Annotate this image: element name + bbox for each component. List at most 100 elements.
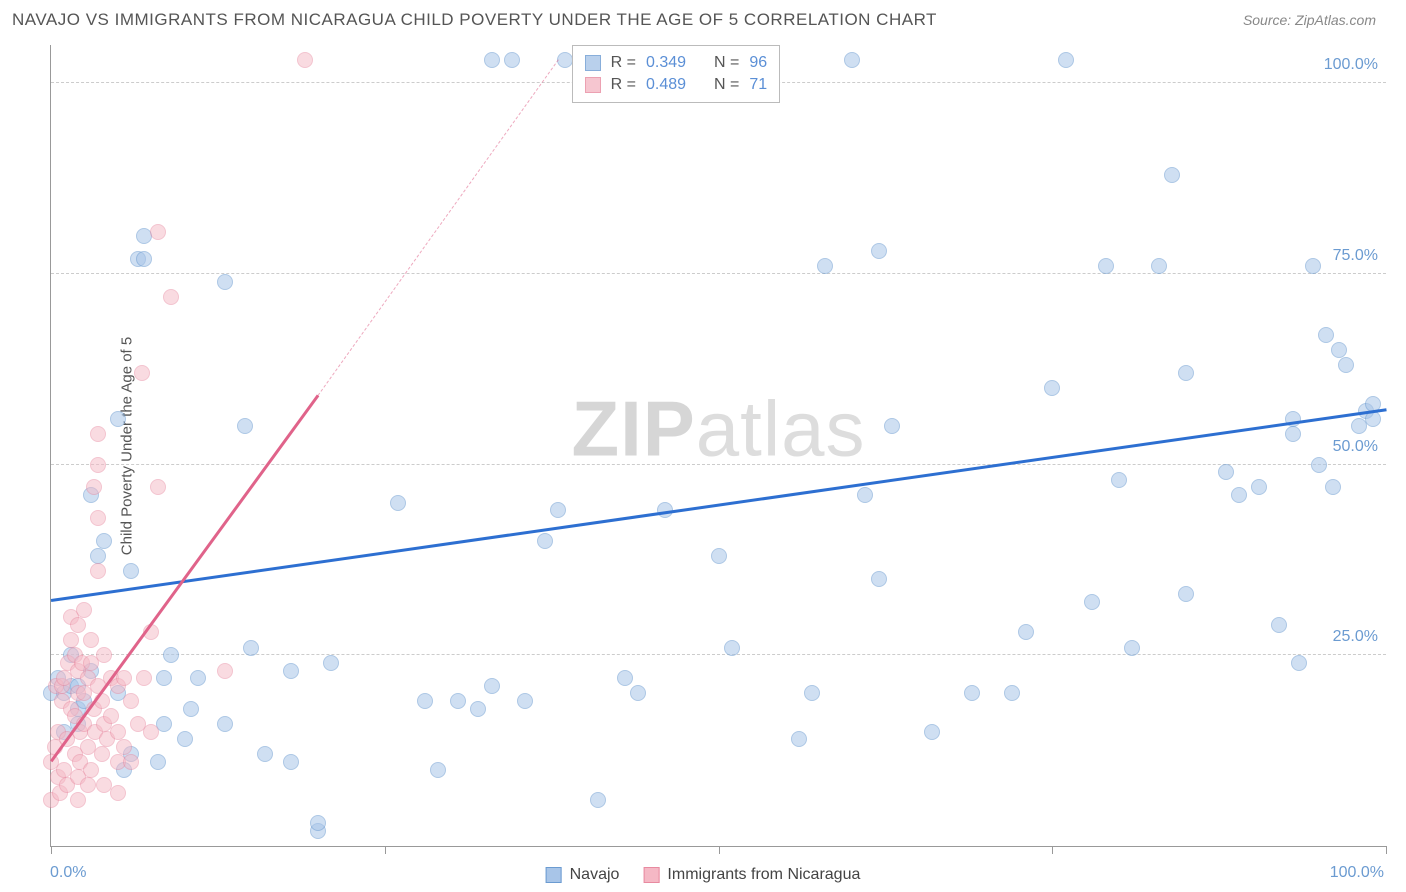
data-point — [90, 548, 106, 564]
data-point — [724, 640, 740, 656]
data-point — [123, 693, 139, 709]
data-point — [1004, 685, 1020, 701]
data-point — [70, 617, 86, 633]
data-point — [844, 52, 860, 68]
data-point — [1218, 464, 1234, 480]
data-point — [517, 693, 533, 709]
data-point — [1305, 258, 1321, 274]
legend-label-navajo: Navajo — [570, 866, 620, 884]
data-point — [1058, 52, 1074, 68]
watermark-light: atlas — [696, 385, 866, 473]
data-point — [177, 731, 193, 747]
data-point — [390, 495, 406, 511]
data-point — [964, 685, 980, 701]
stat-n-value: 96 — [749, 54, 767, 72]
data-point — [150, 479, 166, 495]
data-point — [123, 754, 139, 770]
stats-row: R =0.489N =71 — [585, 74, 768, 96]
data-point — [924, 724, 940, 740]
data-point — [70, 792, 86, 808]
data-point — [143, 724, 159, 740]
x-tick-label: 0.0% — [50, 864, 86, 882]
data-point — [83, 632, 99, 648]
data-point — [156, 670, 172, 686]
data-point — [557, 52, 573, 68]
data-point — [504, 52, 520, 68]
data-point — [617, 670, 633, 686]
data-point — [190, 670, 206, 686]
data-point — [871, 571, 887, 587]
stat-r-label: R = — [611, 76, 636, 94]
data-point — [1164, 167, 1180, 183]
data-point — [884, 418, 900, 434]
data-point — [1331, 342, 1347, 358]
source-prefix: Source: — [1243, 12, 1295, 28]
stat-r-value: 0.349 — [646, 54, 686, 72]
source-name: ZipAtlas.com — [1295, 12, 1376, 28]
y-tick-label: 50.0% — [1333, 438, 1378, 456]
data-point — [1044, 380, 1060, 396]
data-point — [90, 426, 106, 442]
data-point — [163, 289, 179, 305]
x-tick — [385, 846, 386, 854]
data-point — [1231, 487, 1247, 503]
data-point — [1325, 479, 1341, 495]
data-point — [1124, 640, 1140, 656]
data-point — [857, 487, 873, 503]
x-tick — [719, 846, 720, 854]
data-point — [537, 533, 553, 549]
data-point — [136, 670, 152, 686]
data-point — [450, 693, 466, 709]
data-point — [63, 632, 79, 648]
gridline — [51, 464, 1386, 465]
data-point — [1291, 655, 1307, 671]
data-point — [1018, 624, 1034, 640]
legend-bottom: Navajo Immigrants from Nicaragua — [546, 866, 861, 884]
stats-legend: R = 0.349 N = 96 R =0.489N =71 — [572, 45, 781, 103]
legend-item-navajo: Navajo — [546, 866, 620, 884]
data-point — [283, 663, 299, 679]
data-point — [550, 502, 566, 518]
data-point — [1251, 479, 1267, 495]
data-point — [283, 754, 299, 770]
y-tick-label: 25.0% — [1333, 628, 1378, 646]
watermark: ZIPatlas — [571, 384, 865, 475]
data-point — [243, 640, 259, 656]
data-point — [630, 685, 646, 701]
source-attribution: Source: ZipAtlas.com — [1243, 12, 1376, 28]
data-point — [1178, 365, 1194, 381]
data-point — [711, 548, 727, 564]
data-point — [1084, 594, 1100, 610]
data-point — [1338, 357, 1354, 373]
y-tick-label: 75.0% — [1333, 247, 1378, 265]
data-point — [417, 693, 433, 709]
data-point — [96, 533, 112, 549]
data-point — [94, 746, 110, 762]
data-point — [80, 777, 96, 793]
data-point — [484, 52, 500, 68]
data-point — [1151, 258, 1167, 274]
data-point — [1098, 258, 1114, 274]
legend-label-nicaragua: Immigrants from Nicaragua — [667, 866, 860, 884]
data-point — [1111, 472, 1127, 488]
legend-item-nicaragua: Immigrants from Nicaragua — [643, 866, 860, 884]
data-point — [110, 785, 126, 801]
data-point — [217, 274, 233, 290]
data-point — [76, 602, 92, 618]
stat-n-label: N = — [714, 54, 739, 72]
chart-title: NAVAJO VS IMMIGRANTS FROM NICARAGUA CHIL… — [12, 10, 937, 30]
data-point — [1318, 327, 1334, 343]
data-point — [116, 739, 132, 755]
data-point — [90, 457, 106, 473]
x-tick — [1052, 846, 1053, 854]
legend-swatch-navajo — [546, 867, 562, 883]
data-point — [163, 647, 179, 663]
data-point — [110, 411, 126, 427]
data-point — [791, 731, 807, 747]
data-point — [430, 762, 446, 778]
data-point — [1178, 586, 1194, 602]
data-point — [323, 655, 339, 671]
data-point — [470, 701, 486, 717]
data-point — [103, 708, 119, 724]
stats-swatch — [585, 77, 601, 93]
